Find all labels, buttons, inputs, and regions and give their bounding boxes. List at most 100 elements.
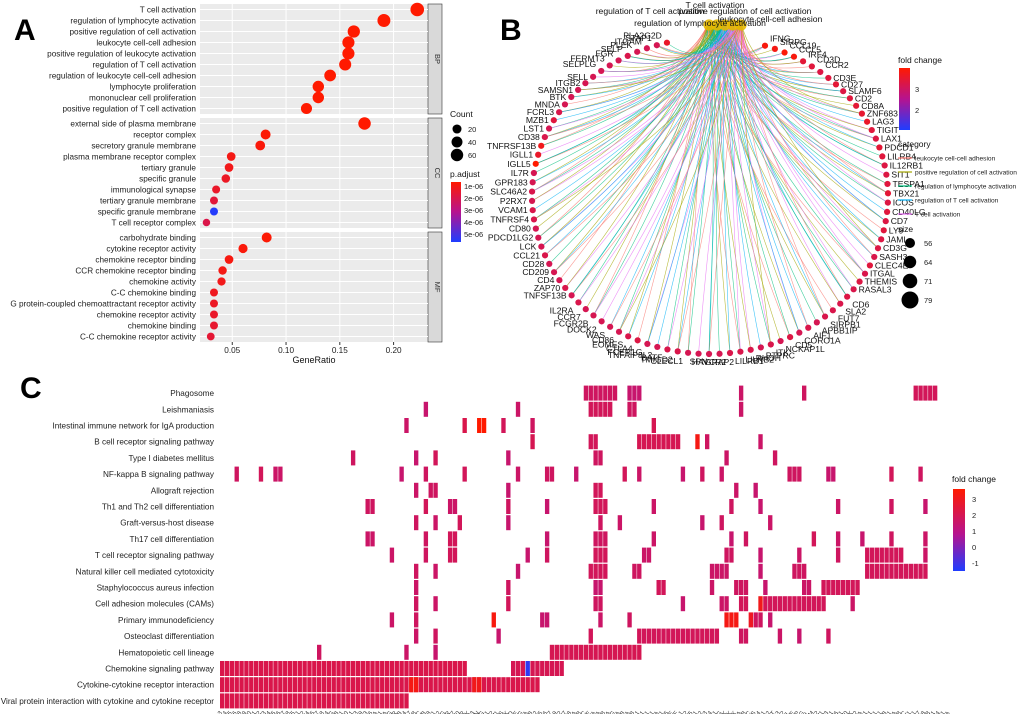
gene-node-label: FUT7 bbox=[838, 313, 860, 323]
network-edge bbox=[585, 21, 742, 84]
heatmap-cell bbox=[244, 661, 249, 676]
gene-node bbox=[874, 245, 882, 252]
heatmap-cell bbox=[743, 531, 749, 547]
gene-node-label: PLA2G2D bbox=[623, 31, 662, 41]
heatmap-cell bbox=[326, 693, 332, 709]
heatmap-cell bbox=[428, 482, 433, 498]
facet-panel-bg bbox=[200, 118, 428, 228]
gene-node bbox=[529, 179, 536, 186]
heatmap-cell bbox=[768, 596, 773, 612]
heatmap-cell bbox=[530, 661, 535, 676]
gene-node bbox=[781, 49, 788, 56]
go-term-dot bbox=[358, 117, 371, 130]
heatmap-cell bbox=[637, 434, 642, 450]
heatmap-cell bbox=[671, 628, 676, 644]
heatmap-cell bbox=[806, 580, 812, 595]
gene-node bbox=[598, 318, 605, 325]
network-edge bbox=[732, 21, 889, 194]
network-edge bbox=[553, 21, 734, 273]
go-term-label: tertiary granule bbox=[141, 164, 196, 173]
heatmap-cell bbox=[588, 628, 593, 644]
heatmap-cell bbox=[234, 693, 239, 709]
legend-padj-tick: 1e-06 bbox=[464, 182, 483, 191]
heatmap-cell bbox=[777, 628, 783, 644]
gene-node bbox=[861, 270, 869, 277]
heatmap-cell bbox=[549, 644, 555, 660]
heatmap-cell bbox=[491, 677, 496, 693]
heatmap-cell bbox=[874, 547, 880, 563]
go-term-dot bbox=[312, 91, 325, 104]
heatmap-cell bbox=[738, 401, 744, 417]
heatmap-cell bbox=[447, 661, 453, 676]
gene-node bbox=[530, 169, 537, 177]
heatmap-cell bbox=[598, 482, 603, 498]
gene-node bbox=[575, 86, 582, 93]
gene-node-label: SIT1 bbox=[891, 170, 909, 180]
network-edge bbox=[533, 21, 742, 220]
network-edge bbox=[647, 21, 742, 344]
heatmap-cell bbox=[380, 661, 385, 676]
heatmap-cell bbox=[758, 563, 763, 579]
heatmap-cell bbox=[443, 677, 448, 693]
heatmap-cell bbox=[501, 677, 506, 693]
heatmap-cell bbox=[360, 693, 365, 709]
gene-node-label: P2RX7 bbox=[500, 196, 527, 206]
heatmap-cell bbox=[797, 547, 802, 563]
pathway-label: Hematopoietic cell lineage bbox=[118, 648, 214, 657]
heatmap-cell bbox=[758, 499, 763, 514]
gene-node-label: LAG3 bbox=[872, 117, 894, 127]
heatmap-cell bbox=[404, 644, 409, 660]
go-term-label: specific granule membrane bbox=[98, 208, 197, 217]
heatmap-cell bbox=[612, 385, 618, 401]
gene-node-label: TIGIT bbox=[877, 125, 900, 135]
pathway-label: Th17 cell differentiation bbox=[129, 535, 214, 544]
heatmap-cell bbox=[768, 515, 773, 531]
gene-node bbox=[590, 73, 597, 80]
heatmap-cell bbox=[365, 661, 370, 676]
heatmap-cell bbox=[428, 677, 433, 693]
gene-node-label: CD38 bbox=[518, 132, 540, 142]
network-edge bbox=[656, 21, 734, 55]
heatmap-cell bbox=[845, 580, 850, 595]
heatmap-cell bbox=[224, 661, 230, 676]
go-term-label: T cell activation bbox=[140, 6, 197, 15]
gene-node bbox=[653, 42, 660, 49]
gene-node-label: SIRPB1 bbox=[830, 320, 861, 330]
gene-node-label: APBB1IP bbox=[822, 325, 858, 335]
gene-node bbox=[821, 313, 829, 320]
gene-node bbox=[813, 319, 820, 326]
heatmap-cell bbox=[787, 466, 792, 482]
heatmap-cell bbox=[554, 661, 559, 676]
facet-strip-label: CC bbox=[433, 168, 442, 179]
heatmap-cell bbox=[913, 385, 918, 401]
gene-node-label: RASAL3 bbox=[859, 284, 892, 294]
heatmap-cell bbox=[253, 677, 259, 693]
heatmap-cell bbox=[758, 547, 763, 563]
gene-node-label: CD27 bbox=[841, 79, 863, 89]
network-edge bbox=[724, 21, 741, 352]
heatmap-cell bbox=[331, 693, 336, 709]
category-hub-node bbox=[735, 19, 747, 31]
legend-category-title: category bbox=[898, 139, 931, 149]
heatmap-cell bbox=[457, 677, 462, 693]
gene-node bbox=[541, 252, 549, 259]
gene-node bbox=[817, 68, 824, 76]
heatmap-cell bbox=[268, 693, 273, 709]
network-edge bbox=[732, 21, 862, 114]
heatmap-cell bbox=[709, 628, 715, 644]
category-hub-node bbox=[711, 19, 723, 31]
heatmap-cell bbox=[283, 693, 288, 709]
heatmap-cell bbox=[321, 677, 327, 693]
network-edge bbox=[656, 21, 726, 55]
heatmap-cell bbox=[414, 628, 419, 644]
heatmap-cell bbox=[234, 661, 239, 676]
heatmap-cell bbox=[598, 580, 603, 595]
go-term-dot bbox=[206, 332, 215, 341]
gene-node-label: SPN bbox=[690, 357, 708, 367]
gene-node bbox=[884, 199, 891, 206]
heatmap-cell bbox=[923, 563, 928, 579]
gene-node bbox=[805, 324, 812, 331]
heatmap-cell bbox=[593, 596, 598, 612]
heatmap-cell bbox=[268, 661, 273, 676]
heatmap-cell bbox=[530, 677, 535, 693]
